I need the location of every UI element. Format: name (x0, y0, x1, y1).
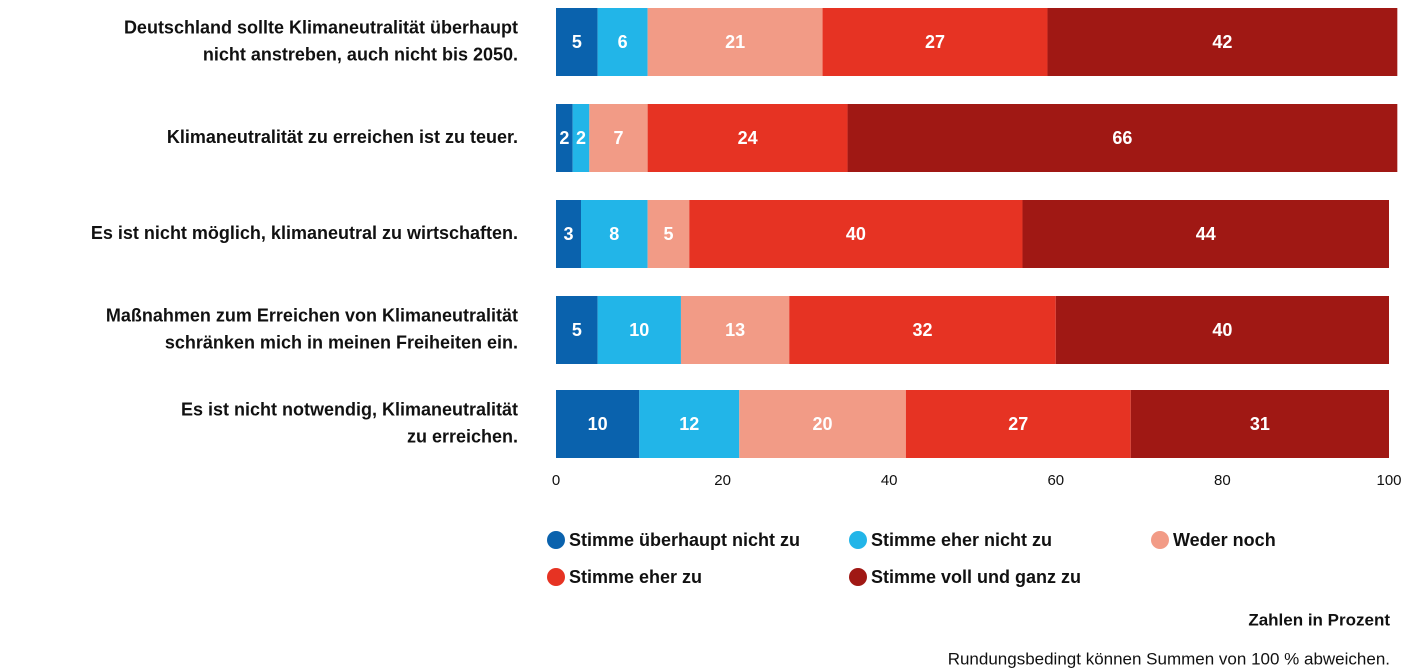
bar-segment (556, 200, 581, 268)
bar-segment (556, 8, 598, 76)
legend-label: Stimme überhaupt nicht zu (569, 530, 800, 550)
value-label: 40 (1212, 320, 1232, 340)
value-label: 44 (1196, 224, 1216, 244)
bar-segment (680, 296, 790, 364)
legend-swatch (547, 568, 565, 586)
legend-label: Stimme voll und ganz zu (871, 567, 1081, 587)
bar-segment (822, 8, 1048, 76)
value-label: 2 (576, 128, 586, 148)
value-label: 24 (738, 128, 758, 148)
value-label: 32 (913, 320, 933, 340)
unit-note: Zahlen in Prozent (1248, 610, 1390, 629)
x-tick-label: 20 (714, 472, 731, 489)
category-label: Maßnahmen zum Erreichen von Klimaneutral… (106, 305, 518, 325)
x-tick-label: 80 (1214, 472, 1231, 489)
category-label: zu erreichen. (407, 426, 518, 446)
value-label: 10 (629, 320, 649, 340)
x-tick-label: 40 (881, 472, 898, 489)
value-label: 13 (725, 320, 745, 340)
value-label: 27 (925, 32, 945, 52)
x-tick-label: 100 (1376, 472, 1401, 489)
bar-segment (1022, 200, 1389, 268)
bar-segment (556, 104, 573, 172)
bar-segment (639, 390, 740, 458)
bar-segment (647, 200, 690, 268)
bar-segment (1130, 390, 1389, 458)
category-label: Deutschland sollte Klimaneutralität über… (124, 17, 518, 37)
value-label: 8 (609, 224, 619, 244)
value-label: 5 (663, 224, 673, 244)
legend-swatch (849, 531, 867, 549)
value-label: 7 (613, 128, 623, 148)
value-label: 42 (1212, 32, 1232, 52)
category-label: nicht anstreben, auch nicht bis 2050. (203, 44, 518, 64)
value-label: 31 (1250, 414, 1270, 434)
x-tick-label: 60 (1047, 472, 1064, 489)
bar-segment (647, 104, 848, 172)
value-label: 6 (618, 32, 628, 52)
value-label: 21 (725, 32, 745, 52)
bar-segment (905, 390, 1131, 458)
legend-swatch (849, 568, 867, 586)
value-label: 66 (1112, 128, 1132, 148)
category-label: Klimaneutralität zu erreichen ist zu teu… (167, 127, 518, 147)
bar-segment (556, 390, 640, 458)
value-label: 10 (588, 414, 608, 434)
bar-segment (647, 8, 823, 76)
value-label: 2 (559, 128, 569, 148)
x-tick-label: 0 (552, 472, 560, 489)
bar-segment (580, 200, 648, 268)
footnote: Rundungsbedingt können Summen von 100 % … (948, 649, 1390, 668)
bar-segment (689, 200, 1023, 268)
legend-label: Weder noch (1173, 530, 1276, 550)
value-label: 3 (563, 224, 573, 244)
legend-label: Stimme eher zu (569, 567, 702, 587)
category-label: schränken mich in meinen Freiheiten ein. (165, 332, 518, 352)
bar-segment (556, 296, 598, 364)
category-label: Es ist nicht notwendig, Klimaneutralität (181, 399, 518, 419)
value-label: 5 (572, 320, 582, 340)
bar-segment (597, 296, 681, 364)
bar-segment (847, 104, 1398, 172)
legend-label: Stimme eher nicht zu (871, 530, 1052, 550)
bar-segment (597, 8, 648, 76)
bar-segment (1055, 296, 1389, 364)
category-label: Es ist nicht möglich, klimaneutral zu wi… (91, 223, 518, 243)
value-label: 12 (679, 414, 699, 434)
bar-segment (739, 390, 906, 458)
legend-swatch (1151, 531, 1169, 549)
legend-swatch (547, 531, 565, 549)
value-label: 27 (1008, 414, 1028, 434)
bar-segment (589, 104, 648, 172)
bar-segment (572, 104, 590, 172)
bar-segment (1047, 8, 1398, 76)
value-label: 20 (813, 414, 833, 434)
value-label: 5 (572, 32, 582, 52)
bar-segment (789, 296, 1056, 364)
value-label: 40 (846, 224, 866, 244)
